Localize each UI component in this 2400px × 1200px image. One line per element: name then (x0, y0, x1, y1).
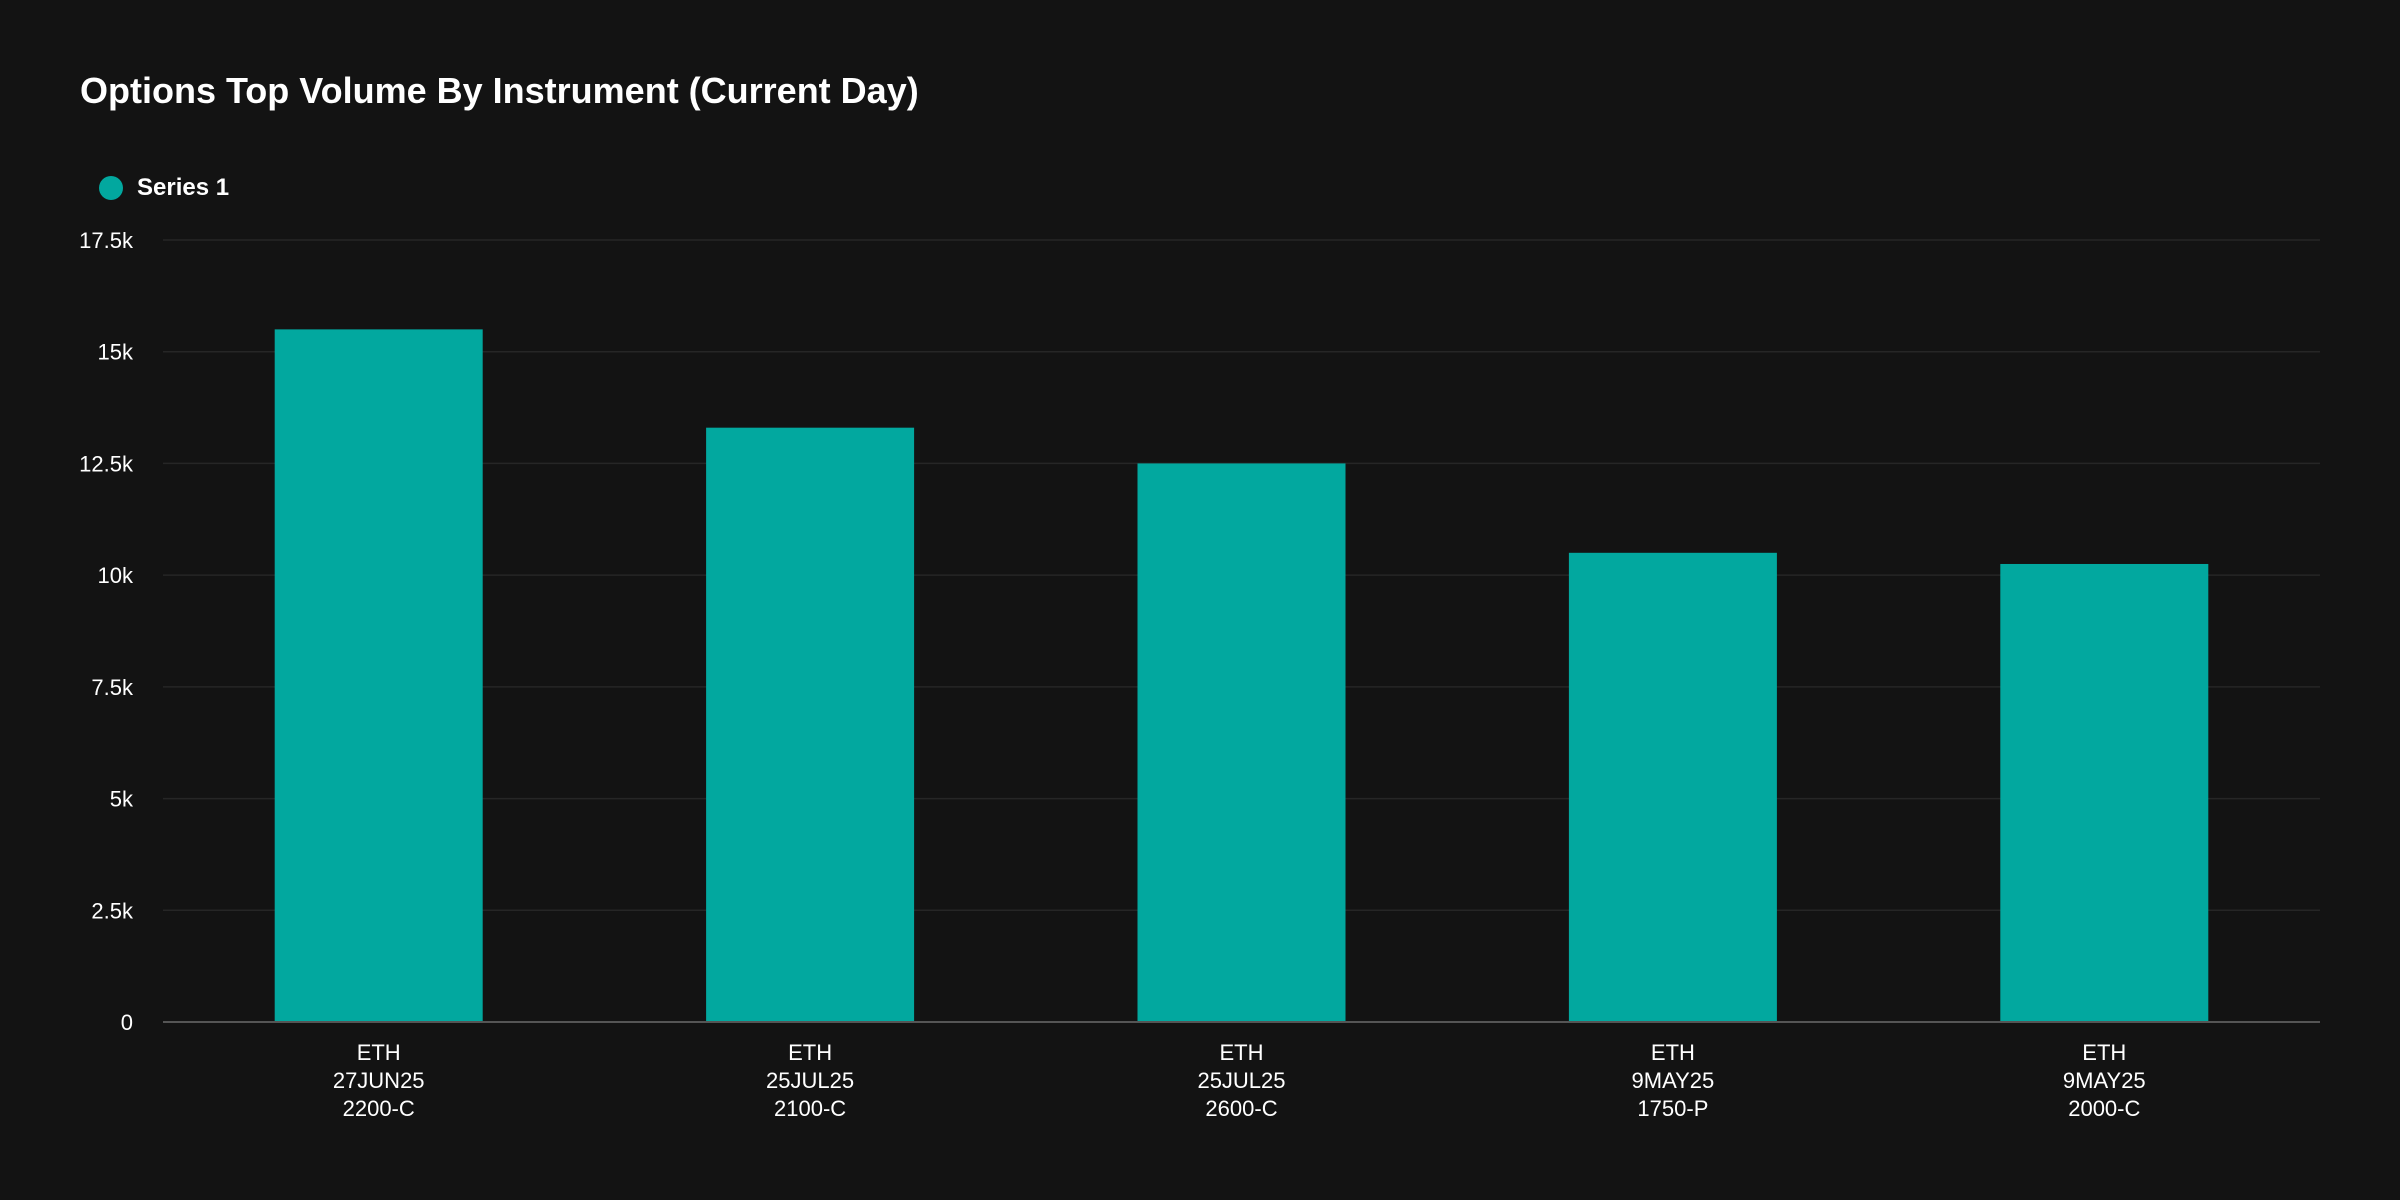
x-tick-label-line: 27JUN25 (333, 1068, 425, 1093)
y-tick-label: 0 (121, 1010, 133, 1035)
x-tick-label: ETH 9MAY25 1750-P (1632, 1040, 1715, 1121)
x-tick-label-line: 2600-C (1205, 1096, 1277, 1121)
legend-label[interactable]: Series 1 (137, 174, 230, 201)
x-tick-label-line: ETH (357, 1040, 401, 1065)
bar (2000, 563, 2209, 1022)
y-tick-label: 10k (98, 563, 134, 588)
x-tick-label-line: ETH (1651, 1040, 1695, 1065)
legend: Series 1 (99, 174, 229, 202)
x-tick-label-line: 25JUL25 (766, 1068, 854, 1093)
y-tick-label: 17.5k (79, 228, 134, 253)
x-tick-label-line: 25JUL25 (1197, 1068, 1285, 1093)
chart-title: Options Top Volume By Instrument (Curren… (80, 70, 919, 111)
y-tick-label: 7.5k (91, 675, 134, 700)
x-tick-label-line: 2200-C (343, 1096, 415, 1121)
y-tick-label: 15k (98, 340, 134, 365)
y-tick-label: 5k (110, 787, 134, 812)
y-tick-label: 12.5k (79, 451, 134, 476)
x-tick-label-line: ETH (788, 1040, 832, 1065)
x-tick-label-line: ETH (2082, 1040, 2126, 1065)
x-tick-label-line: ETH (1220, 1040, 1264, 1065)
bar (1568, 552, 1777, 1022)
x-tick-label: ETH 9MAY25 2000-C (2063, 1040, 2146, 1121)
y-tick-label: 2.5k (91, 898, 134, 923)
x-axis-ticks: ETH 27JUN25 2200-C ETH 25JUL25 2100-C ETH 25JUL… (333, 1040, 2146, 1121)
x-tick-label-line: 2000-C (2068, 1096, 2140, 1121)
x-tick-label: ETH 25JUL25 2100-C (766, 1040, 854, 1121)
legend-marker (99, 176, 123, 200)
x-tick-label: ETH 27JUN25 2200-C (333, 1040, 425, 1121)
bar (274, 329, 483, 1022)
bars (274, 329, 2209, 1022)
bar (1137, 463, 1346, 1022)
x-tick-label: ETH 25JUL25 2600-C (1197, 1040, 1285, 1121)
x-tick-label-line: 9MAY25 (2063, 1068, 2146, 1093)
x-tick-label-line: 1750-P (1637, 1096, 1708, 1121)
y-axis-ticks: 0 2.5k 5k 7.5k 10k 12.5k 15k 17.5k (79, 228, 134, 1035)
bar (706, 427, 915, 1022)
x-tick-label-line: 2100-C (774, 1096, 846, 1121)
x-tick-label-line: 9MAY25 (1632, 1068, 1715, 1093)
